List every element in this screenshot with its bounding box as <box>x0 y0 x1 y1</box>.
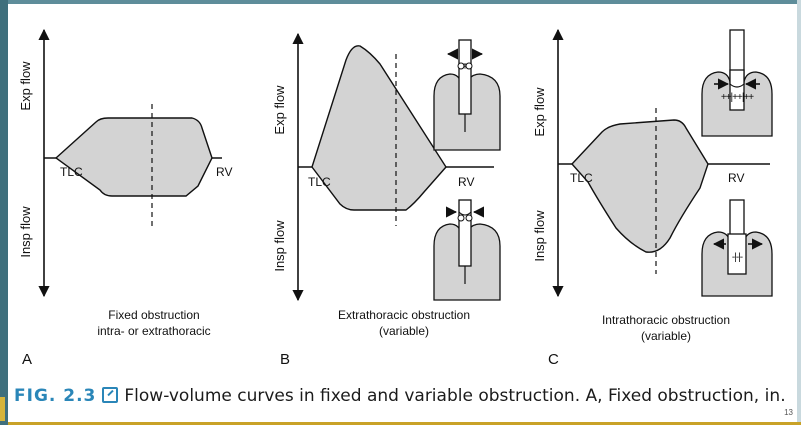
svg-text:+: + <box>462 62 467 72</box>
panel-c-caption-line-1: Intrathoracic obstruction <box>602 313 730 327</box>
panel-b-letter: B <box>280 351 290 368</box>
panel-b-insp-label: Insp flow <box>272 220 287 272</box>
page-corner-mark <box>0 397 5 421</box>
panel-a-letter: A <box>22 351 32 368</box>
panel-b: Exp flow Insp flow TLC RV + <box>272 32 501 368</box>
panel-c-tlc-label: TLC <box>570 171 593 185</box>
panel-b-exp-label: Exp flow <box>272 85 287 135</box>
panel-b-flow-volume-curve <box>311 45 447 211</box>
panel-a-rv-label: RV <box>216 165 232 179</box>
figure-label: FIG. 2.3 <box>14 386 97 406</box>
flow-volume-figure: Exp flow Insp flow TLC RV Fixed obstruct… <box>18 28 773 368</box>
svg-text:++|++|++: ++|++|++ <box>721 92 754 103</box>
top-edge <box>0 0 801 4</box>
panel-c-insp-label: Insp flow <box>532 210 547 262</box>
panel-a-insp-label: Insp flow <box>18 206 33 258</box>
panel-a-caption-line-1: Fixed obstruction <box>108 308 199 322</box>
figure-caption-text: Flow-volume curves in fixed and variable… <box>124 386 784 406</box>
bottom-rule <box>8 422 801 425</box>
right-edge <box>797 0 801 425</box>
panel-c-flow-volume-curve <box>571 119 709 253</box>
external-link-icon[interactable] <box>102 387 119 403</box>
panel-c: Exp flow Insp flow TLC RV ++|++|++ <box>532 28 773 368</box>
panel-c-lung-inspiration: -|-|- <box>701 199 773 297</box>
panel-a: Exp flow Insp flow TLC RV Fixed obstruct… <box>18 28 232 368</box>
left-edge <box>0 0 8 425</box>
panel-a-exp-label: Exp flow <box>18 61 33 111</box>
panel-c-caption-line-2: (variable) <box>641 329 691 343</box>
panel-c-rv-label: RV <box>728 171 744 185</box>
figure-caption: FIG. 2.3 Flow-volume curves in fixed and … <box>14 383 784 409</box>
panel-a-tlc-label: TLC <box>60 165 83 179</box>
panel-b-lung-expiration: + <box>433 39 501 151</box>
panel-c-letter: C <box>548 351 559 368</box>
panel-b-lung-inspiration <box>433 199 501 301</box>
page-number: 13 <box>784 408 793 417</box>
panel-a-flow-volume-curve <box>54 117 213 197</box>
panel-b-tlc-label: TLC <box>308 175 331 189</box>
panel-b-caption-line-2: (variable) <box>379 324 429 338</box>
svg-text:-|-|-: -|-|- <box>732 252 743 263</box>
panel-c-exp-label: Exp flow <box>532 87 547 137</box>
panel-a-caption-line-2: intra- or extrathoracic <box>97 324 210 338</box>
panel-b-rv-label: RV <box>458 175 474 189</box>
panel-b-caption-line-1: Extrathoracic obstruction <box>338 308 470 322</box>
panel-c-lung-expiration: ++|++|++ <box>701 29 773 137</box>
